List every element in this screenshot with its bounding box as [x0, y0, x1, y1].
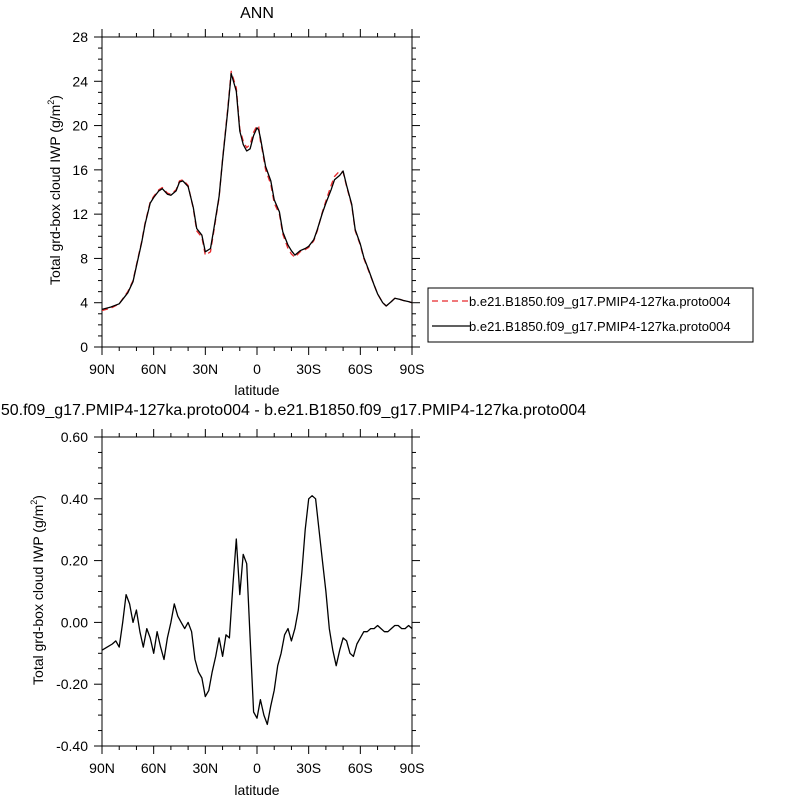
top-xtick-label: 60N: [141, 361, 167, 377]
legend-label-1: b.e21.B1850.f09_g17.PMIP4-127ka.proto004: [469, 294, 731, 309]
bottom-ytick-label: 0.40: [61, 491, 88, 507]
bottom-xtick-label: 90S: [400, 760, 425, 776]
top-ytick-label: 0: [80, 339, 88, 355]
top-plot-frame: [101, 36, 413, 348]
top-ytick-label: 8: [80, 250, 88, 266]
top-title: ANN: [240, 5, 274, 22]
top-ytick-label: 24: [72, 73, 88, 89]
top-ylabel: Total grd-box cloud IWP (g/m2): [46, 95, 63, 285]
top-xtick-label: 30N: [192, 361, 218, 377]
top-xlabel: latitude: [234, 382, 279, 398]
top-series-line-1: [101, 70, 413, 312]
bottom-xtick-label: 30S: [296, 760, 321, 776]
top-ytick-label: 16: [72, 162, 88, 178]
bottom-ytick-label: 0.00: [61, 614, 88, 630]
top-panel: ANN 90N 60N 30N 0 30S 60S 90S 0 4 8 12 16 20 24 28 lat…: [46, 5, 424, 398]
bottom-ytick-label: 0.60: [61, 429, 88, 445]
top-ytick-label: 12: [72, 206, 88, 222]
bottom-xtick-label: 0: [253, 760, 261, 776]
top-ytick-label: 28: [72, 29, 88, 45]
bottom-title: b.e21.B1850.f09_g17.PMIP4-127ka.proto004…: [0, 402, 586, 419]
bottom-plot-frame: [101, 436, 413, 747]
top-ytick-label: 4: [80, 295, 88, 311]
legend-box: [427, 287, 754, 343]
top-xtick-label: 60S: [348, 361, 373, 377]
bottom-plot-area: 90N 60N 30N 0 30S 60S 90S -0.40 -0.20 0.00 0.20 0.4…: [56, 429, 424, 776]
bottom-xtick-label: 30N: [192, 760, 218, 776]
bottom-panel: b.e21.B1850.f09_g17.PMIP4-127ka.proto004…: [0, 402, 586, 798]
bottom-xtick-label: 60S: [348, 760, 373, 776]
top-xtick-label: 30S: [296, 361, 321, 377]
bottom-ytick-label: -0.40: [56, 738, 88, 754]
bottom-xlabel: latitude: [234, 782, 279, 798]
top-xtick-label: 0: [253, 361, 261, 377]
top-xtick-label: 90N: [89, 361, 115, 377]
bottom-series-line-1: [101, 495, 413, 726]
top-xtick-label: 90S: [400, 361, 425, 377]
top-plot-area: 90N 60N 30N 0 30S 60S 90S 0 4 8 12 16 20 24 28: [72, 29, 424, 377]
bottom-xtick-label: 90N: [89, 760, 115, 776]
bottom-xtick-label: 60N: [141, 760, 167, 776]
legend: b.e21.B1850.f09_g17.PMIP4-127ka.proto004…: [427, 287, 754, 343]
bottom-ytick-label: 0.20: [61, 553, 88, 569]
top-series-line-2: [101, 72, 413, 311]
top-ytick-label: 20: [72, 118, 88, 134]
bottom-ytick-label: -0.20: [56, 676, 88, 692]
legend-label-2: b.e21.B1850.f09_g17.PMIP4-127ka.proto004: [469, 319, 731, 334]
bottom-ylabel: Total grd-box cloud IWP (g/m2): [29, 495, 46, 685]
